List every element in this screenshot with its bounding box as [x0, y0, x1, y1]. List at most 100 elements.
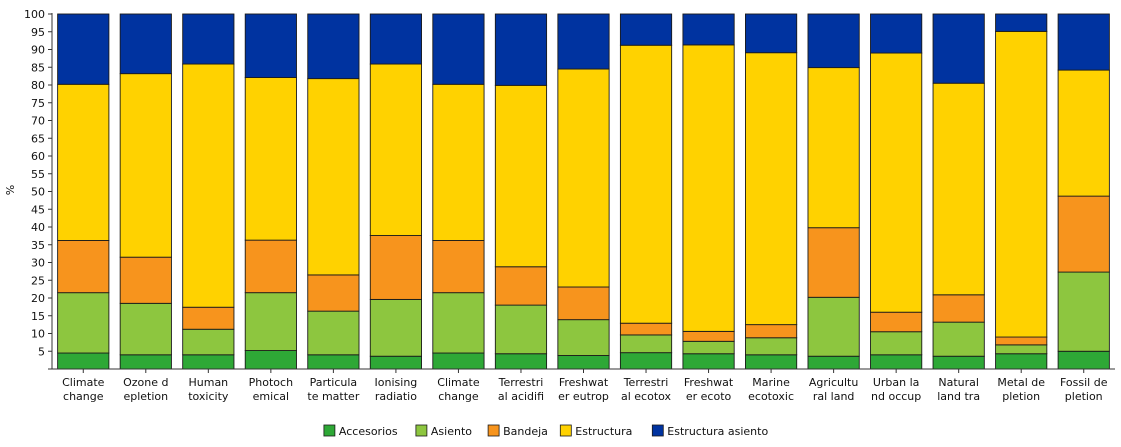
bar-segment-bandeja	[557, 286, 610, 321]
x-tick-label: toxicity	[188, 390, 229, 403]
bar-segment-bandeja	[745, 324, 798, 339]
bar-segment-asiento	[57, 292, 110, 354]
y-tick-label: 45	[31, 203, 45, 216]
x-tick-label: ral land	[813, 390, 855, 403]
bar-segment-estructura	[870, 52, 923, 313]
x-tick-label: Freshwat	[559, 376, 609, 389]
bar-segment-accesorios	[557, 355, 610, 370]
bar-segment-estructura	[369, 63, 422, 236]
bar-segment-accesorios	[182, 354, 235, 370]
bar-segment-bandeja	[119, 256, 172, 304]
bar-segment-bandeja	[182, 306, 235, 330]
bar-segment-estructura-asiento	[682, 13, 735, 46]
bar-segment-estructura-asiento	[932, 13, 985, 84]
y-tick-label: 65	[31, 132, 45, 145]
bar-segment-asiento	[682, 340, 735, 355]
x-tick-label: epletion	[123, 390, 168, 403]
y-tick-label: 80	[31, 79, 45, 92]
legend-swatch-estructura-asiento	[651, 424, 664, 437]
x-tick-label: Terrestri	[498, 376, 544, 389]
bar-segment-accesorios	[432, 352, 485, 370]
x-tick-label: al acidifi	[498, 390, 544, 403]
x-tick-label: Marine	[752, 376, 790, 389]
bar-segment-accesorios	[932, 355, 985, 370]
bar-segment-estructura	[682, 44, 735, 332]
y-tick-label: 60	[31, 150, 45, 163]
y-tick-label: 70	[31, 115, 45, 128]
x-tick-label: Urban la	[873, 376, 920, 389]
bar-segment-bandeja	[494, 266, 548, 306]
bar-segment-estructura-asiento	[432, 13, 485, 85]
bar-segment-estructura-asiento	[369, 13, 422, 65]
bar-segment-accesorios	[494, 353, 548, 370]
y-tick-label: 35	[31, 239, 45, 252]
y-tick-label: 95	[31, 26, 45, 39]
bar-segment-bandeja	[870, 311, 923, 333]
x-tick-label: te matter	[307, 390, 359, 403]
x-tick-label: nd occup	[871, 390, 921, 403]
x-tick-label: emical	[253, 390, 289, 403]
x-tick-label: Metal de	[997, 376, 1045, 389]
bar-segment-bandeja	[57, 240, 110, 294]
x-tick-label: Ionising	[375, 376, 418, 389]
x-tick-label: radiatio	[375, 390, 417, 403]
x-tick-label: ecotoxic	[748, 390, 794, 403]
bar-segment-bandeja	[932, 294, 985, 323]
bar-segment-accesorios	[870, 354, 923, 370]
bar-segment-bandeja	[619, 322, 673, 336]
x-tick-label: Freshwat	[684, 376, 734, 389]
y-tick-label: 85	[31, 61, 45, 74]
legend-label: Bandeja	[503, 425, 548, 438]
bar-segment-estructura-asiento	[244, 13, 297, 78]
bar-segment-estructura	[182, 63, 235, 308]
legend-label: Estructura asiento	[667, 425, 768, 438]
y-tick-label: 20	[31, 292, 45, 305]
bar-segment-estructura	[57, 83, 110, 241]
x-tick-label: change	[438, 390, 479, 403]
bar-segment-accesorios	[1057, 350, 1110, 370]
legend-label: Asiento	[431, 425, 472, 438]
legend-label: Accesorios	[339, 425, 398, 438]
x-tick-label: Terrestri	[623, 376, 669, 389]
x-tick-label: al ecotox	[621, 390, 672, 403]
x-tick-label: Particula	[310, 376, 358, 389]
x-tick-label: Ozone d	[123, 376, 168, 389]
bar-segment-estructura	[1057, 69, 1110, 197]
y-axis-label: %	[4, 185, 17, 195]
x-tick-label: er eutrop	[558, 390, 609, 403]
bar-segment-accesorios	[745, 354, 798, 370]
x-tick-label: change	[63, 390, 104, 403]
y-tick-label: 10	[31, 328, 45, 341]
bar-segment-estructura	[432, 83, 485, 241]
bar-segment-asiento	[432, 292, 485, 354]
y-tick-label: 5	[38, 345, 45, 358]
bar-segment-estructura	[244, 77, 297, 241]
bar-segment-bandeja	[1057, 195, 1110, 273]
bar-segment-estructura-asiento	[119, 13, 172, 75]
bar-segment-estructura	[119, 73, 172, 258]
y-tick-label: 30	[31, 257, 45, 270]
bar-segment-estructura	[995, 30, 1048, 338]
bar-segment-accesorios	[995, 353, 1048, 370]
x-tick-label: Human	[188, 376, 228, 389]
y-tick-label: 25	[31, 274, 45, 287]
x-tick-label: Fossil de	[1060, 376, 1108, 389]
bar-segment-accesorios	[369, 355, 422, 370]
bar-segment-accesorios	[682, 353, 735, 370]
bar-segment-asiento	[870, 331, 923, 356]
x-tick-label: Photoch	[249, 376, 293, 389]
x-tick-label: Climate	[437, 376, 480, 389]
bar-segment-bandeja	[995, 336, 1048, 346]
bar-segment-asiento	[369, 298, 422, 357]
bar-segment-bandeja	[307, 274, 360, 312]
legend-label: Estructura	[575, 425, 632, 438]
bar-segment-accesorios	[307, 354, 360, 370]
y-tick-label: 100	[24, 8, 45, 21]
bar-segment-asiento	[619, 334, 673, 354]
x-tick-label: Climate	[62, 376, 105, 389]
legend-swatch-bandeja	[487, 424, 500, 437]
bar-segment-estructura	[932, 82, 985, 296]
legend-swatch-accesorios	[323, 424, 336, 437]
y-tick-label: 15	[31, 310, 45, 323]
